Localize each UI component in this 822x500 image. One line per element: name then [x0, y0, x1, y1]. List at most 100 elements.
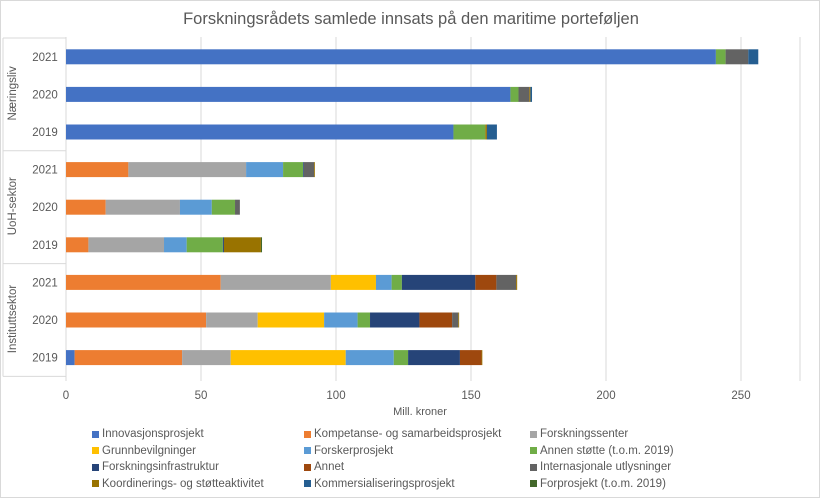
bar-segment [283, 162, 304, 178]
bar-segment [345, 350, 394, 366]
bar-segment [391, 274, 402, 290]
bar-segment [235, 199, 240, 215]
bar-segment [230, 350, 346, 366]
bar-segment [725, 49, 749, 65]
bar-segment [88, 237, 165, 253]
x-tick-label: 200 [596, 390, 615, 402]
legend-item: Kompetanse- og samarbeidsprosjekt [304, 428, 501, 440]
bar-segment [516, 274, 518, 290]
x-tick-label: 0 [63, 390, 69, 402]
group-label: Næringsliv [7, 66, 19, 121]
bar-segment [314, 162, 315, 178]
x-tick-label: 50 [195, 390, 208, 402]
bar-segment [206, 312, 258, 328]
legend-item: Kommersialiseringsprosjekt [304, 478, 455, 490]
bar-segment [453, 124, 486, 140]
legend-label: Grunnbevilgninger [102, 444, 196, 457]
legend-swatch [92, 480, 99, 487]
bar-segment [458, 312, 460, 328]
category-label: 2019 [32, 240, 58, 252]
legend-item: Annen støtte (t.o.m. 2019) [530, 445, 674, 457]
category-label: 2021 [32, 277, 58, 289]
bar-segment [518, 86, 530, 102]
bar-segment [510, 86, 519, 102]
bar-segment [220, 274, 331, 290]
legend-swatch [530, 430, 537, 438]
category-label: 2020 [32, 315, 58, 327]
bar-segment [715, 49, 726, 65]
bar-segment [486, 124, 497, 140]
category-label: 2019 [32, 353, 58, 365]
category-label: 2021 [32, 52, 58, 64]
legend-label: Forskningsinfrastruktur [102, 461, 219, 473]
legend-swatch [304, 447, 311, 454]
x-axis-label: Mill. kroner [393, 406, 447, 418]
legend-swatch [304, 430, 311, 438]
bar-segment [182, 350, 231, 366]
bar-segment [496, 274, 517, 290]
bar-segment [257, 312, 325, 328]
group-label: UoH-sektor [7, 177, 19, 235]
bar-segment [211, 199, 236, 215]
category-label: 2020 [32, 202, 58, 214]
legend-swatch [304, 480, 311, 487]
bar-segment [66, 274, 221, 290]
bar-segment [66, 199, 106, 215]
bar-segment [419, 312, 453, 328]
legend-label: Kompetanse- og samarbeidsprosjekt [314, 428, 502, 440]
legend-item: Koordinerings- og støtteaktivitet [92, 478, 264, 490]
bar-segment [748, 49, 759, 65]
bar-segment [66, 237, 89, 253]
category-label: 2019 [32, 127, 58, 139]
bar-segment [393, 350, 409, 366]
legend-swatch [92, 447, 99, 454]
legend-swatch [92, 463, 99, 471]
bar-segment [375, 274, 392, 290]
legend-label: Innovasjonsprosjekt [102, 428, 204, 440]
legend-label: Internasjonale utlysninger [540, 461, 672, 473]
bar-segment [66, 49, 716, 65]
legend-item: Internasjonale utlysninger [530, 461, 671, 473]
bar-segment [128, 162, 247, 178]
bar-segment [529, 86, 531, 102]
bar-segment [179, 199, 212, 215]
legend-label: Forprosjekt (t.o.m. 2019) [540, 477, 666, 490]
legend-label: Kommersialiseringsprosjekt [314, 477, 455, 490]
bar-segment [452, 312, 459, 328]
x-tick-label: 100 [326, 390, 345, 402]
bar-segment [105, 199, 180, 215]
legend-swatch [530, 480, 537, 487]
bar-segment [66, 312, 207, 328]
legend-item: Forprosjekt (t.o.m. 2019) [530, 478, 666, 490]
bar-segment [222, 237, 224, 253]
bar-segment [481, 350, 483, 366]
bar-segment [164, 237, 187, 253]
legend-item: Forskningssenter [530, 428, 628, 440]
bar-segment [66, 86, 511, 102]
bar-segment [223, 237, 261, 253]
legend-label: Forskningssenter [540, 428, 629, 440]
category-label: 2021 [32, 165, 58, 177]
legend-label: Annen støtte (t.o.m. 2019) [540, 444, 674, 457]
bar-segment [485, 124, 487, 140]
bar-segment [66, 350, 75, 366]
bar-segment [530, 86, 533, 102]
bar-segment [246, 162, 284, 178]
bar-segment [475, 274, 497, 290]
x-tick-label: 150 [461, 390, 480, 402]
category-label: 2020 [32, 89, 58, 101]
bar-segment [401, 274, 476, 290]
legend-label: Annet [314, 461, 345, 473]
bar-segment [459, 350, 482, 366]
bar-segment [66, 162, 129, 178]
bar-segment [303, 162, 315, 178]
bar-segment [303, 162, 304, 178]
legend-label: Forskerprosjekt [314, 444, 394, 457]
bar-segment [408, 350, 460, 366]
bar-segment [74, 350, 183, 366]
x-tick-label: 250 [731, 390, 750, 402]
legend-item: Annet [304, 461, 344, 473]
bar-segment [357, 312, 371, 328]
